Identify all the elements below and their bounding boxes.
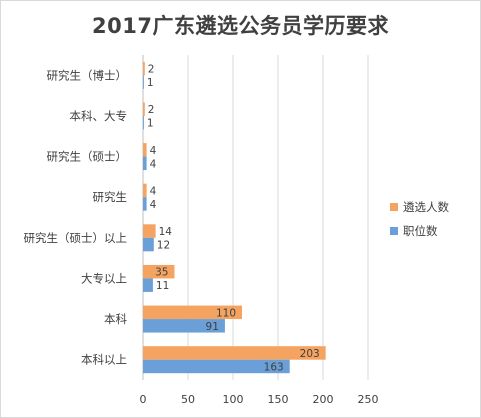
bar-candidates <box>143 183 147 198</box>
x-tick-label: 0 <box>140 393 147 406</box>
bar-positions <box>143 156 147 171</box>
legend-swatch-candidates <box>390 203 398 211</box>
data-label-positions: 12 <box>157 240 170 252</box>
bar-candidates <box>143 143 147 157</box>
category-label: 大专以上 <box>81 271 127 285</box>
bar-positions <box>143 319 225 333</box>
data-label-positions: 4 <box>150 158 157 170</box>
category-label: 研究生 <box>93 190 128 204</box>
category-label: 本科 <box>104 312 127 326</box>
data-label-candidates: 4 <box>150 145 157 157</box>
bar-candidates <box>143 224 156 238</box>
category-label: 研究生（硕士） <box>47 150 128 164</box>
data-label-positions: 1 <box>147 77 154 89</box>
category-label: 研究生（博士） <box>47 68 128 82</box>
data-label-positions: 1 <box>147 118 154 130</box>
legend-label-candidates: 遴选人数 <box>403 200 449 214</box>
bar-positions <box>143 359 290 374</box>
data-label-positions: 4 <box>150 199 157 211</box>
x-tick-label: 100 <box>223 393 244 406</box>
data-label-positions: 91 <box>206 321 219 333</box>
data-label-candidates: 4 <box>150 185 157 197</box>
data-label-candidates: 2 <box>148 64 155 76</box>
data-label-candidates: 203 <box>300 348 320 360</box>
bar-candidates <box>143 346 326 360</box>
x-tick-label: 200 <box>313 393 334 406</box>
category-label: 研究生（硕士）以上 <box>24 231 128 245</box>
legend-label-positions: 职位数 <box>403 224 438 238</box>
bar-positions <box>143 237 154 252</box>
x-tick-label: 50 <box>181 393 195 406</box>
category-label: 本科、大专 <box>70 109 128 123</box>
bar-candidates <box>143 305 242 320</box>
bar-candidates <box>143 102 145 116</box>
bar-positions <box>143 115 144 130</box>
data-label-candidates: 35 <box>155 267 168 279</box>
bar-positions <box>143 75 144 89</box>
x-tick-label: 150 <box>268 393 289 406</box>
data-label-positions: 11 <box>156 280 169 292</box>
legend-swatch-positions <box>390 227 398 235</box>
data-label-candidates: 14 <box>159 226 173 238</box>
data-label-candidates: 110 <box>216 307 236 319</box>
data-label-candidates: 2 <box>148 104 155 116</box>
bar-candidates <box>143 61 145 76</box>
bar-positions <box>143 197 147 211</box>
bar-positions <box>143 278 153 292</box>
data-label-positions: 163 <box>264 361 284 373</box>
category-label: 本科以上 <box>81 353 127 367</box>
chart-title: 2017广东遴选公务员学历要求 <box>92 14 389 38</box>
bars <box>143 61 326 374</box>
bar-candidates <box>143 264 175 279</box>
x-tick-label: 250 <box>358 393 379 406</box>
